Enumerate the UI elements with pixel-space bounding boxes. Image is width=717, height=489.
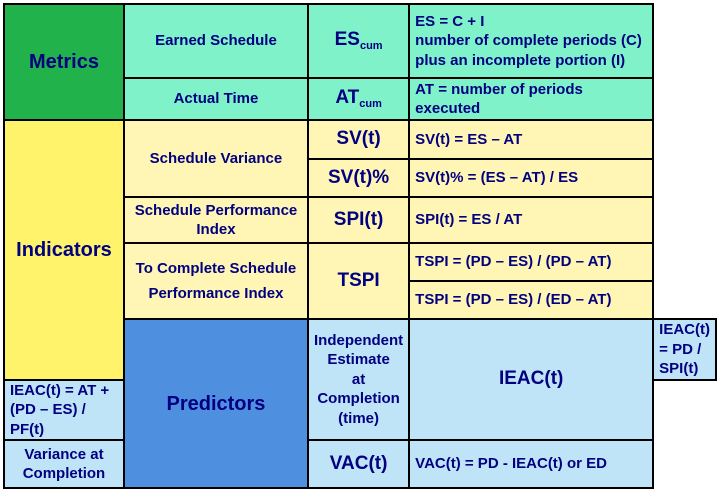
table-row: Actual Time ATcum AT = number of periods…: [4, 77, 716, 121]
formula-tspi-pd: TSPI = (PD – ES) / (PD – AT): [408, 242, 655, 282]
table-row: TSPI = (PD – ES) / (ED – AT): [4, 280, 716, 320]
measure-schedule-performance-index: Schedule Performance Index: [122, 196, 310, 244]
measure-actual-time: Actual Time: [122, 77, 310, 121]
abbr-es-cum: EScum: [306, 3, 411, 79]
abbr-sv-t: SV(t): [306, 119, 411, 160]
formula-vac-t: VAC(t) = PD - IEAC(t) or ED: [408, 439, 655, 489]
measure-to-complete-schedule-performance-index: To Complete Schedule Performance Index: [122, 242, 310, 320]
table-row: Indicators Schedule Variance SV(t) SV(t)…: [3, 119, 716, 381]
formula-actual-time: AT = number of periods executed: [408, 77, 655, 121]
measure-variance-at-completion: Variance at Completion: [3, 439, 125, 489]
abbr-at-cum: ATcum: [306, 77, 411, 121]
measure-schedule-variance: Schedule Variance: [122, 119, 310, 198]
table-row: Schedule Performance Index SPI(t) SPI(t)…: [4, 196, 716, 244]
formula-ieac-spi: IEAC(t) = PD / SPI(t): [652, 318, 717, 381]
abbr-vac-t: VAC(t): [306, 439, 411, 489]
formula-sv-t-percent: SV(t)% = (ES – AT) / ES: [408, 158, 655, 198]
formula-ieac-pf: IEAC(t) = AT + (PD – ES) / PF(t): [3, 378, 125, 441]
formula-spi-t: SPI(t) = ES / AT: [408, 196, 655, 244]
table-row: IEAC(t) = AT + (PD – ES) / PF(t): [3, 378, 716, 441]
table-row: Variance at Completion VAC(t) VAC(t) = P…: [3, 439, 716, 489]
abbr-ieac-t: IEAC(t): [408, 318, 655, 441]
abbr-tspi: TSPI: [306, 242, 411, 320]
measure-independent-estimate-at-completion: Independent Estimate at Completion (time…: [306, 318, 411, 441]
earned-schedule-table: Metrics Earned Schedule EScum ES = C + I…: [3, 3, 717, 489]
formula-earned-schedule: ES = C + I number of complete periods (C…: [408, 3, 655, 79]
category-predictors: Predictors: [122, 318, 310, 489]
category-indicators: Indicators: [3, 119, 125, 381]
table-row: To Complete Schedule Performance Index T…: [4, 242, 716, 320]
abbr-sv-t-percent: SV(t)%: [306, 158, 411, 198]
abbr-spi-t: SPI(t): [306, 196, 411, 244]
formula-sv-t: SV(t) = ES – AT: [408, 119, 655, 160]
category-metrics: Metrics: [3, 3, 125, 121]
table-row: SV(t)% SV(t)% = (ES – AT) / ES: [4, 158, 716, 198]
table-row: Predictors Independent Estimate at Compl…: [4, 318, 717, 489]
formula-tspi-ed: TSPI = (PD – ES) / (ED – AT): [408, 280, 655, 320]
table-row: Metrics Earned Schedule EScum ES = C + I…: [3, 3, 716, 121]
measure-earned-schedule: Earned Schedule: [122, 3, 310, 79]
